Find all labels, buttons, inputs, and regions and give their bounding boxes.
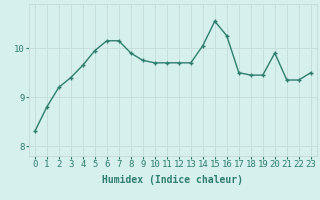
X-axis label: Humidex (Indice chaleur): Humidex (Indice chaleur) [102,175,243,185]
